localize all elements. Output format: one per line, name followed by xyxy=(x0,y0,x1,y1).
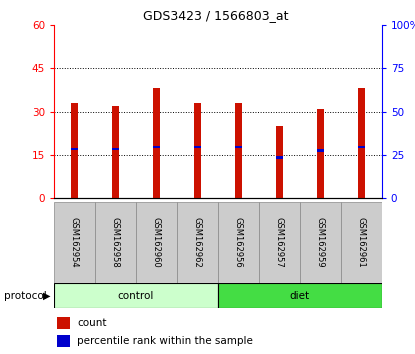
Bar xyxy=(300,202,341,283)
Bar xyxy=(177,202,218,283)
Bar xyxy=(317,149,324,152)
Text: GSM162954: GSM162954 xyxy=(70,217,79,268)
Bar xyxy=(234,146,242,148)
Bar xyxy=(112,106,119,198)
Text: diet: diet xyxy=(290,291,310,301)
Text: protocol: protocol xyxy=(4,291,47,301)
Bar xyxy=(153,88,160,198)
Text: GSM162961: GSM162961 xyxy=(357,217,366,268)
Bar xyxy=(57,317,71,329)
Bar xyxy=(276,156,283,159)
Bar xyxy=(54,283,218,308)
Bar xyxy=(218,283,382,308)
Text: GSM162962: GSM162962 xyxy=(193,217,202,268)
Text: GSM162956: GSM162956 xyxy=(234,217,243,268)
Bar xyxy=(153,146,160,148)
Text: ▶: ▶ xyxy=(43,291,50,301)
Bar xyxy=(194,146,201,148)
Bar xyxy=(71,148,78,150)
Bar xyxy=(112,148,119,150)
Bar xyxy=(259,202,300,283)
Bar xyxy=(234,103,242,198)
Bar xyxy=(194,103,201,198)
Bar xyxy=(95,202,136,283)
Bar xyxy=(71,103,78,198)
Bar xyxy=(276,126,283,198)
Text: count: count xyxy=(77,318,106,328)
Bar xyxy=(54,202,95,283)
Bar xyxy=(136,202,177,283)
Bar xyxy=(358,146,365,148)
Text: GSM162960: GSM162960 xyxy=(152,217,161,268)
Bar xyxy=(358,88,365,198)
Text: percentile rank within the sample: percentile rank within the sample xyxy=(77,336,253,346)
Text: GDS3423 / 1566803_at: GDS3423 / 1566803_at xyxy=(143,9,288,22)
Bar xyxy=(218,202,259,283)
Text: GSM162958: GSM162958 xyxy=(111,217,120,268)
Bar xyxy=(57,335,71,347)
Bar xyxy=(341,202,382,283)
Text: GSM162959: GSM162959 xyxy=(316,217,325,268)
Text: GSM162957: GSM162957 xyxy=(275,217,284,268)
Bar xyxy=(317,109,324,198)
Text: control: control xyxy=(118,291,154,301)
